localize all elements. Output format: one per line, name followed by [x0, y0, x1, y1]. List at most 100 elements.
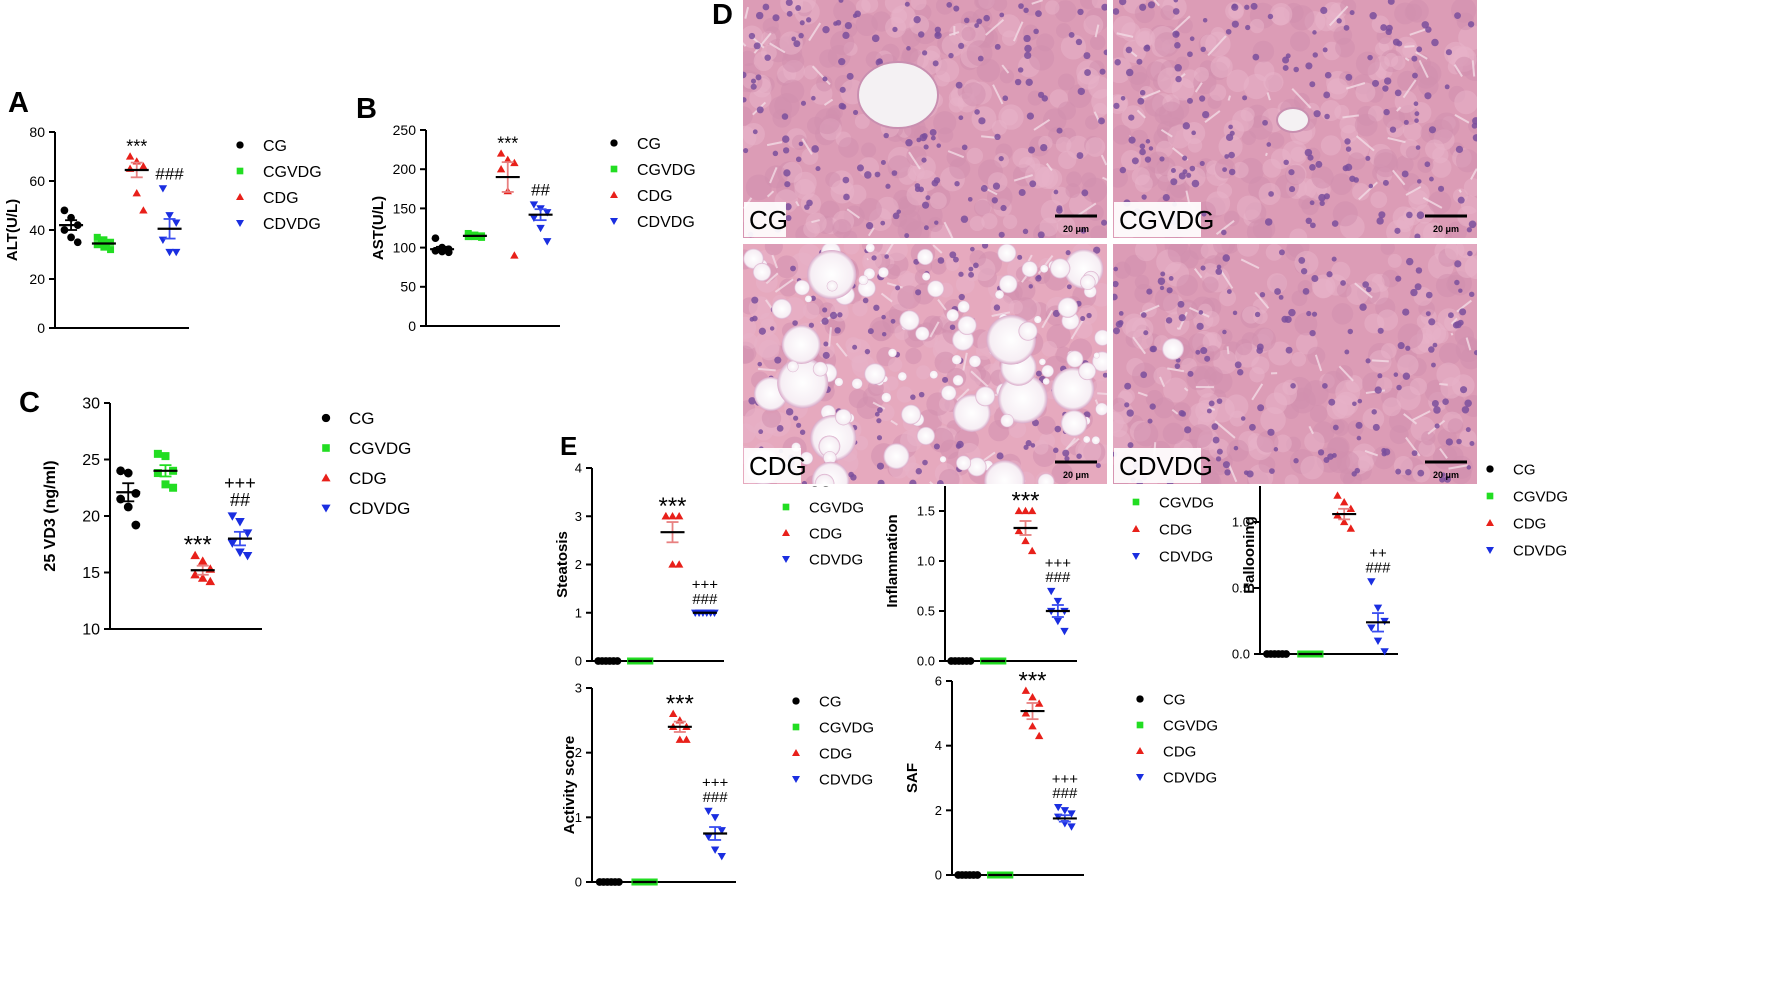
- data-point: [1028, 722, 1037, 730]
- nucleus: [877, 407, 883, 413]
- nucleus: [1177, 300, 1185, 308]
- cell: [743, 106, 753, 126]
- data-point: [682, 735, 691, 743]
- sinusoid: [1013, 21, 1024, 42]
- cell: [743, 50, 756, 67]
- data-point: [1339, 498, 1349, 506]
- nucleus: [1128, 136, 1136, 144]
- cell: [764, 244, 783, 256]
- nucleus: [1315, 160, 1323, 168]
- sinusoid: [1358, 181, 1378, 201]
- lipid-vacuole: [997, 244, 1017, 263]
- nucleus: [923, 225, 929, 231]
- legend-label: CDVDG: [1513, 542, 1567, 559]
- cell: [1240, 107, 1255, 122]
- sinusoid: [795, 201, 800, 207]
- data-point: [510, 251, 519, 259]
- nucleus: [1428, 346, 1435, 353]
- nucleus: [844, 21, 852, 30]
- central-vein: [857, 61, 939, 129]
- nucleus: [1285, 53, 1291, 59]
- lipid-vacuole: [899, 310, 920, 331]
- significance-label: ++: [1369, 545, 1387, 562]
- nucleus: [1415, 145, 1421, 150]
- sinusoid: [937, 298, 947, 311]
- cell: [1077, 67, 1100, 90]
- sinusoid: [929, 481, 934, 484]
- lipid-vacuole: [794, 279, 810, 296]
- cell: [884, 376, 899, 391]
- nucleus: [1149, 403, 1156, 410]
- nucleus: [1200, 46, 1206, 52]
- sinusoid: [1450, 317, 1458, 325]
- data-point: [510, 158, 519, 167]
- cell: [1289, 31, 1311, 52]
- nucleus: [1195, 349, 1201, 355]
- nucleus: [806, 199, 813, 207]
- legend-marker: [236, 141, 244, 149]
- lipid-vacuole: [1041, 364, 1054, 378]
- y-tick-label: 30: [82, 396, 100, 413]
- nucleus: [1414, 233, 1421, 238]
- nucleus: [1146, 288, 1153, 295]
- nucleus: [1416, 211, 1425, 219]
- nucleus: [1035, 370, 1042, 377]
- data-point: [1053, 617, 1063, 626]
- data-point: [1021, 709, 1031, 717]
- nucleus: [1257, 404, 1265, 412]
- nucleus: [1143, 330, 1149, 336]
- sinusoid: [1240, 258, 1260, 270]
- cell: [1216, 183, 1233, 199]
- lipid-vacuole: [968, 355, 981, 368]
- cell: [1282, 140, 1308, 167]
- cell: [1124, 254, 1147, 277]
- nucleus: [1457, 196, 1465, 204]
- micrograph-CG: CG 20 μm: [743, 0, 1107, 238]
- cell: [1352, 183, 1370, 201]
- nucleus: [884, 254, 889, 259]
- nucleus: [1401, 170, 1409, 178]
- cell: [1236, 195, 1262, 221]
- nucleus: [1182, 155, 1188, 161]
- nucleus: [880, 160, 886, 166]
- cell: [1428, 190, 1452, 215]
- panel-letters: A B C D E: [8, 0, 733, 461]
- nucleus: [994, 133, 1001, 141]
- nucleus: [1300, 268, 1308, 275]
- nucleus: [1196, 322, 1204, 330]
- nucleus: [1323, 91, 1331, 99]
- lipid-vacuole: [1038, 358, 1046, 366]
- nucleus: [1170, 178, 1178, 186]
- nucleus: [874, 171, 881, 178]
- scale-bar-label: 20 μm: [1433, 224, 1459, 234]
- data-point: [717, 827, 726, 835]
- nucleus: [856, 164, 864, 172]
- nucleus: [846, 72, 854, 80]
- lipid-vacuole: [1083, 435, 1091, 444]
- nucleus: [1322, 383, 1328, 389]
- y-tick-label: 0.0: [917, 654, 935, 669]
- cell: [1323, 1, 1342, 21]
- nucleus: [1383, 108, 1390, 116]
- sinusoid: [1102, 176, 1107, 181]
- sinusoid: [1396, 106, 1402, 112]
- nucleus: [994, 43, 1001, 50]
- nucleus: [1018, 188, 1026, 197]
- nucleus: [1264, 218, 1273, 226]
- cell: [793, 171, 817, 195]
- legend-label: CDVDG: [349, 499, 410, 518]
- cell: [933, 111, 957, 135]
- nucleus: [1395, 275, 1402, 282]
- nucleus: [764, 54, 771, 61]
- nucleus: [1389, 126, 1397, 133]
- nucleus: [1025, 440, 1032, 447]
- cell: [1054, 0, 1077, 23]
- legend-marker: [792, 697, 800, 705]
- nucleus: [1336, 18, 1342, 24]
- cell: [1056, 216, 1076, 235]
- nucleus: [1403, 119, 1409, 125]
- cell: [1404, 3, 1423, 22]
- nucleus: [881, 314, 886, 320]
- data-point: [717, 852, 726, 861]
- nucleus: [798, 32, 804, 39]
